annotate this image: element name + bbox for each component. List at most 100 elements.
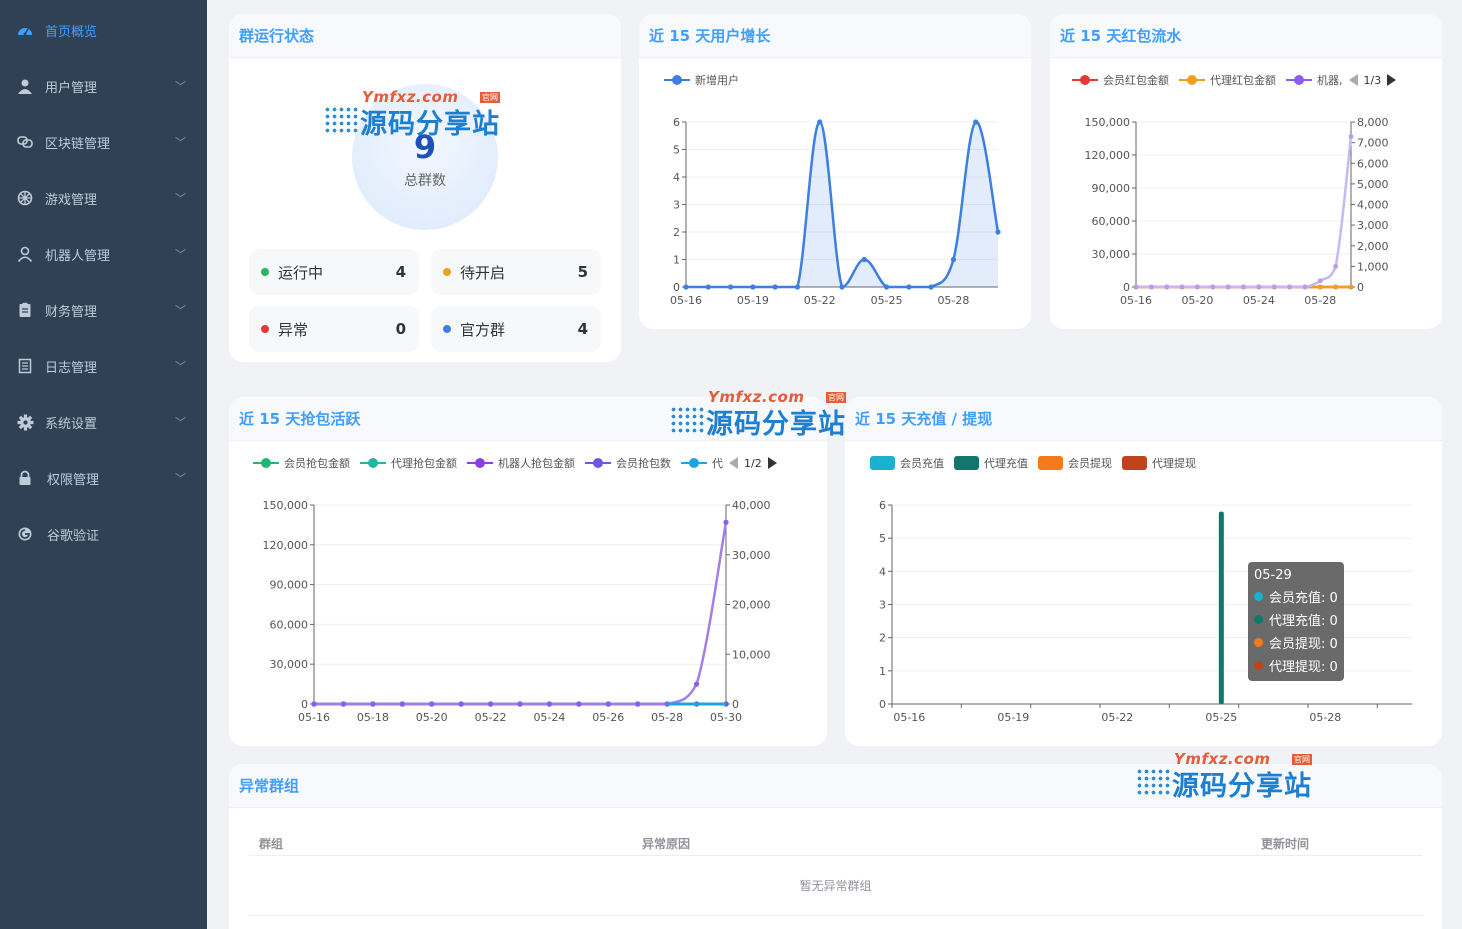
sidebar-item-google-auth[interactable]: 谷歌验证 [0,506,207,562]
legend-item[interactable]: 代理抢包金额 [360,455,457,471]
watermark-logo: Ymfxz.com 官网 源码分享站 [670,388,850,440]
y-tick-label: 5 [879,532,886,545]
x-tick-label: 05-30 [710,711,742,724]
y-tick-label: 30,000 [270,658,309,671]
legend-marker [360,458,386,468]
chart-legend[interactable]: 新增用户 [664,72,749,88]
tooltip-row: 会员提现: 0 [1254,633,1338,652]
data-point [1287,284,1292,290]
y-tick-label: 2 [673,226,680,239]
redpacket-flow-card: 近 15 天红包流水 会员红包金额 代理红包金额 机器, 1/3 0 30,000… [1050,14,1442,329]
legend-marker [1038,456,1063,470]
sidebar-item-blockchain[interactable]: 区块链管理 ﹀ [0,114,207,170]
legend-label: 会员提现 [1068,457,1112,470]
sidebar-item-home[interactable]: 首页概览 [0,2,207,58]
user-growth-chart: 0 1 2 3 4 5 6 05-16 05-19 05-22 05-25 05-28 [670,116,1001,307]
chevron-down-icon: ﹀ [175,304,186,317]
data-point [906,284,912,290]
y-tick-label: 6,000 [1357,157,1389,170]
pager-text: 1/2 [744,456,762,470]
data-point [1302,284,1308,290]
tooltip-row: 代理充值: 0 [1254,610,1338,629]
legend-item[interactable]: 代理提现 [1122,455,1196,471]
data-point [1241,284,1246,290]
prev-page-icon[interactable] [729,457,738,469]
y-tick-label: 5,000 [1357,178,1389,191]
watermark-logo: Ymfxz.com 官网 源码分享站 [1136,750,1316,802]
x-tick-label: 05-24 [1243,294,1275,307]
sidebar-item-user[interactable]: 用户管理 ﹀ [0,58,207,114]
y-tick-label: 0 [673,281,680,294]
legend-item[interactable]: 代理充值 [954,455,1028,471]
data-point [1333,284,1339,290]
sidebar-item-robot[interactable]: 机器人管理 ﹀ [0,226,207,282]
chevron-down-icon: ﹀ [175,192,186,205]
legend-marker [467,458,493,468]
data-point [1148,284,1154,290]
tooltip-text: 会员充值: 0 [1269,591,1338,606]
sidebar-item-label: 用户管理 [45,80,98,96]
y-tick-label: 5 [673,144,680,157]
legend-item[interactable]: 会员抢包金额 [253,455,350,471]
abnormal-groups-card: 异常群组 群组 异常原因 更新时间 暂无异常群组 [229,764,1442,929]
user-growth-card: 近 15 天用户增长 新增用户 0 1 2 3 4 5 6 05-16 05-19 05-22 05… [639,14,1031,329]
x-tick-label: 05-22 [1101,711,1133,724]
data-point [1271,284,1277,290]
legend-item[interactable]: 会员抢包数 [585,455,671,471]
legend-item[interactable]: 代 [681,455,723,471]
sidebar-item-permission[interactable]: 权限管理 ﹀ [0,450,207,506]
legend-item[interactable]: 机器人抢包金额 [467,455,575,471]
y-tick-label: 60,000 [1092,215,1131,228]
column-header-group[interactable]: 群组 [259,837,284,851]
data-point [1225,284,1231,290]
next-page-icon[interactable] [767,457,777,469]
legend-marker [1286,75,1312,85]
legend-marker [253,458,279,468]
legend-pager: 1/3 [1343,74,1397,87]
data-point [1348,284,1354,290]
y-tick-label: 3 [879,599,886,612]
status-tile-official: 官方群 4 [431,306,601,352]
status-tile-pending: 待开启 5 [431,249,601,295]
card-header: 近 15 天抢包活跃 [229,397,827,441]
sidebar-item-log[interactable]: 日志管理 ﹀ [0,338,207,394]
next-page-icon[interactable] [1387,74,1397,86]
watermark-text: 源码分享站 [1172,771,1312,802]
data-point [1210,284,1216,290]
watermark-text: 源码分享站 [706,409,846,440]
recharge-chart: 0 1 2 3 4 5 6 05-16 05-19 05-22 05-25 05-28 [879,499,1412,724]
column-header-reason[interactable]: 异常原因 [642,837,691,851]
series-line [1136,136,1353,289]
status-dot [261,325,269,333]
tooltip-row: 代理提现: 0 [1254,656,1338,675]
legend-item[interactable]: 会员充值 [870,455,944,471]
sidebar-item-settings[interactable]: 系统设置 ﹀ [0,394,207,450]
watermark-dots-icon [1136,768,1170,796]
status-label: 待开启 [460,263,506,282]
legend-item[interactable]: 代理红包金额 [1179,72,1276,88]
legend-item[interactable]: 会员红包金额 [1072,72,1169,88]
recharge-card: 近 15 天充值 / 提现 会员充值 代理充值 会员提现 代理提现 0 1 2 3 4 5… [845,397,1442,746]
sidebar-item-game[interactable]: 游戏管理 ﹀ [0,170,207,226]
prev-page-icon[interactable] [1348,74,1358,86]
tooltip-dot [1254,592,1263,601]
chevron-down-icon: ﹀ [175,80,186,93]
data-point [861,256,867,263]
y-tick-label: 20,000 [732,599,771,612]
y-tick-label: 30,000 [732,549,771,562]
sidebar-item-label: 权限管理 [47,472,100,488]
watermark-url: Ymfxz.com [362,88,459,106]
legend-item[interactable]: 新增用户 [664,72,739,88]
table-empty-text: 暂无异常群组 [249,856,1422,916]
legend-item[interactable]: 会员提现 [1038,455,1112,471]
legend-item[interactable]: 机器, [1286,72,1343,88]
tooltip-text: 代理提现: 0 [1269,660,1338,675]
y-tick-label: 150,000 [1085,116,1131,129]
sidebar-item-finance[interactable]: 财务管理 ﹀ [0,282,207,338]
x-tick-label: 05-24 [533,711,565,724]
data-point [1317,278,1323,284]
tooltip-dot [1254,615,1263,624]
legend-marker [870,456,895,470]
column-header-updated[interactable]: 更新时间 [1261,837,1310,851]
watermark-url: Ymfxz.com [1174,750,1271,768]
